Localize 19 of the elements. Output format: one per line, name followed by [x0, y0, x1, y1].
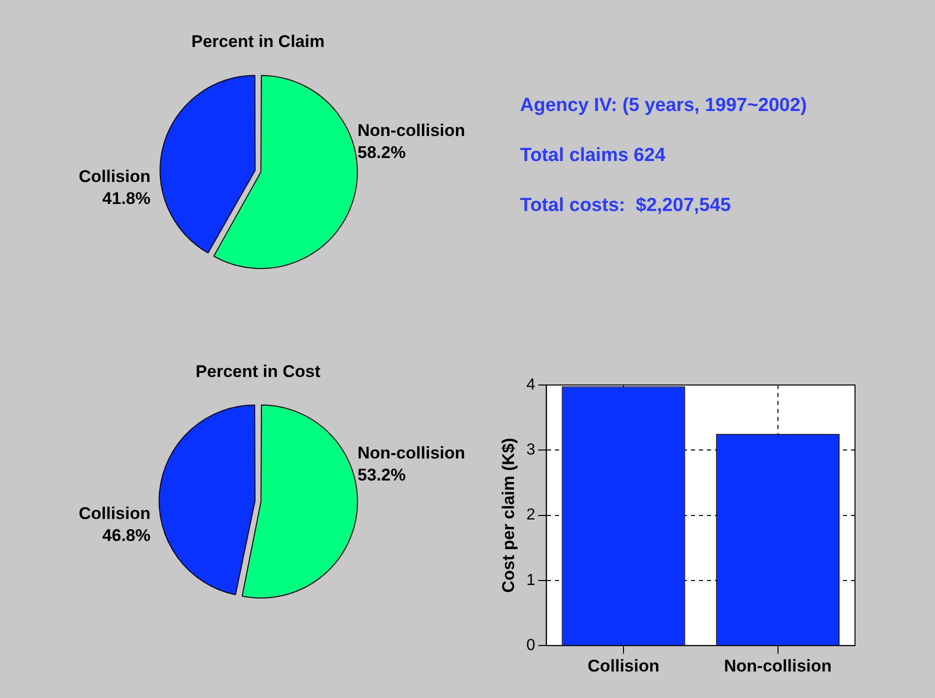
- text: Total costs: $2,207,545: [520, 195, 732, 217]
- chart-title: Percent in Cost: [196, 362, 321, 381]
- text: Agency IV: (5 years, 1997~2002): [520, 95, 807, 117]
- y-tick-label: 2: [526, 506, 536, 524]
- data-label: 53.2%: [358, 466, 406, 485]
- data-label: 41.8%: [102, 188, 150, 208]
- slice-label: Collision: [78, 166, 150, 186]
- y-tick-label: 1: [526, 572, 536, 589]
- y-tick-label: 3: [526, 442, 536, 459]
- text: Total claims 624: [520, 145, 666, 167]
- y-tick-label: 0: [526, 637, 536, 654]
- chart-title: Percent in Claim: [191, 32, 325, 51]
- slice-label: Non-collision: [358, 120, 466, 140]
- slice-label: Collision: [78, 504, 150, 524]
- y-axis-title: Cost per claim (K$): [498, 438, 518, 593]
- slice-label: Non-collision: [358, 444, 466, 463]
- data-label: 46.8%: [102, 526, 150, 546]
- data-label: 58.2%: [358, 142, 406, 162]
- y-tick-label: 4: [526, 376, 536, 394]
